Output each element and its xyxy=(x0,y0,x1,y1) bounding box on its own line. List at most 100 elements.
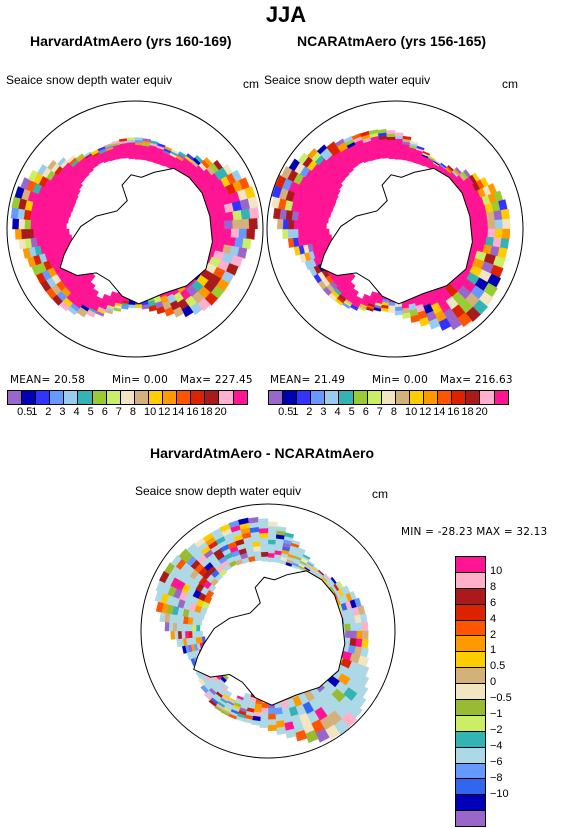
ice-cell xyxy=(20,228,28,240)
antarctica-coastline xyxy=(319,167,473,305)
colorbar-tick-label: 0.5 xyxy=(278,406,294,418)
ice-cell xyxy=(368,129,379,135)
ice-cell xyxy=(234,237,244,249)
colorbar-tick-label: 4 xyxy=(334,406,341,418)
colorbar-tick-label: −2 xyxy=(490,723,503,736)
colorbar-tick-label: 4 xyxy=(73,406,80,418)
ice-cell xyxy=(172,622,178,632)
units-label-left: cm xyxy=(243,77,259,91)
ice-cell xyxy=(11,196,21,209)
ice-cell xyxy=(386,130,396,134)
ice-cell xyxy=(360,613,368,624)
ice-cell xyxy=(204,292,219,306)
ice-cell xyxy=(394,141,403,145)
colorbar-tick-label: −0.5 xyxy=(490,692,512,705)
ice-cell xyxy=(141,304,150,310)
ice-cell xyxy=(282,228,289,240)
ice-cell xyxy=(267,521,278,527)
ice-cell xyxy=(344,623,351,632)
ice-cell xyxy=(287,219,295,230)
ice-cell xyxy=(126,137,136,141)
ice-cell xyxy=(388,152,396,156)
ice-cell xyxy=(260,542,269,548)
ice-cell xyxy=(275,720,286,729)
ice-cell xyxy=(267,724,277,732)
colorbar-ticks-right: 0.5 1 2 3 4 5 6 7 8 10 12 14 16 18 20 xyxy=(268,406,518,420)
colorbar-tick-label: 18 xyxy=(200,406,213,418)
ice-cell xyxy=(351,133,362,140)
ice-cell xyxy=(258,527,269,534)
ice-cell xyxy=(388,302,396,307)
ice-cell xyxy=(174,630,179,640)
ice-cell xyxy=(318,228,325,236)
ice-cell xyxy=(485,236,495,247)
colorbar-swatch xyxy=(296,391,311,404)
ice-cell xyxy=(170,554,183,567)
colorbar-swatch xyxy=(479,391,494,404)
ice-cell xyxy=(170,630,175,640)
ice-cell xyxy=(184,623,189,632)
ice-cell xyxy=(267,719,277,726)
ice-cell xyxy=(47,159,57,171)
ice-cell xyxy=(232,219,242,230)
ice-cell xyxy=(267,539,277,545)
ice-cell xyxy=(184,630,189,639)
ice-cell xyxy=(261,702,269,709)
ice-cell xyxy=(387,148,396,153)
ice-cell xyxy=(26,228,34,239)
ice-cell xyxy=(486,211,496,222)
ice-cell xyxy=(343,135,354,144)
ice-cell xyxy=(394,144,403,148)
ice-cell xyxy=(326,141,337,151)
ice-cell xyxy=(168,622,174,632)
ice-cell xyxy=(134,304,143,309)
colorbar-tick-label: 1 xyxy=(292,406,299,418)
ice-cell xyxy=(176,622,181,632)
ice-cell xyxy=(238,228,248,239)
colorbar-tick-label: 18 xyxy=(461,406,474,418)
ice-cell xyxy=(267,525,278,532)
ice-cell xyxy=(50,228,58,237)
ice-cell xyxy=(448,316,463,331)
ice-cell xyxy=(315,214,324,223)
colorbar-right xyxy=(268,390,509,405)
diff-panel-title: HarvardAtmAero - NCARAtmAero xyxy=(150,445,375,461)
colorbar-swatch xyxy=(456,556,485,572)
colorbar-swatch xyxy=(105,391,120,404)
ice-cell xyxy=(274,707,283,716)
ice-cell xyxy=(191,624,197,632)
ice-cell xyxy=(60,222,67,230)
colorbar-swatch xyxy=(63,391,78,404)
max-stat-left: Max= 227.45 xyxy=(180,374,253,386)
ice-cell xyxy=(259,717,269,724)
mean-stat-right: MEAN= 21.49 xyxy=(270,374,346,386)
colorbar-swatch xyxy=(176,391,191,404)
ice-cell xyxy=(280,165,293,180)
ice-cell xyxy=(30,219,37,230)
ice-cell xyxy=(260,707,269,714)
ice-cell xyxy=(493,210,503,221)
min-stat-right: Min= 0.00 xyxy=(372,374,428,386)
colorbar-tick-label: 0.5 xyxy=(17,406,33,418)
ice-cell xyxy=(422,151,431,156)
ice-cell xyxy=(345,630,352,639)
ice-cell xyxy=(267,557,275,563)
ice-cell xyxy=(215,213,226,223)
ice-cell xyxy=(465,306,481,323)
ice-cell xyxy=(181,630,186,639)
ice-cell xyxy=(220,710,230,717)
ice-cell xyxy=(200,684,209,694)
ice-cell xyxy=(14,228,22,240)
ice-cell xyxy=(287,228,294,239)
ice-cell xyxy=(416,145,425,151)
colorbar-swatch xyxy=(456,778,485,795)
colorbar-left xyxy=(7,390,248,405)
map-frame-circle xyxy=(6,100,264,358)
colorbar-tick-label: 16 xyxy=(447,406,460,418)
ice-cell xyxy=(156,306,166,315)
ice-cell xyxy=(180,623,185,632)
ice-cell xyxy=(500,238,510,250)
colorbar-swatch xyxy=(77,391,92,404)
ice-cell xyxy=(48,221,55,230)
colorbar-tick-label: 10 xyxy=(490,564,503,577)
